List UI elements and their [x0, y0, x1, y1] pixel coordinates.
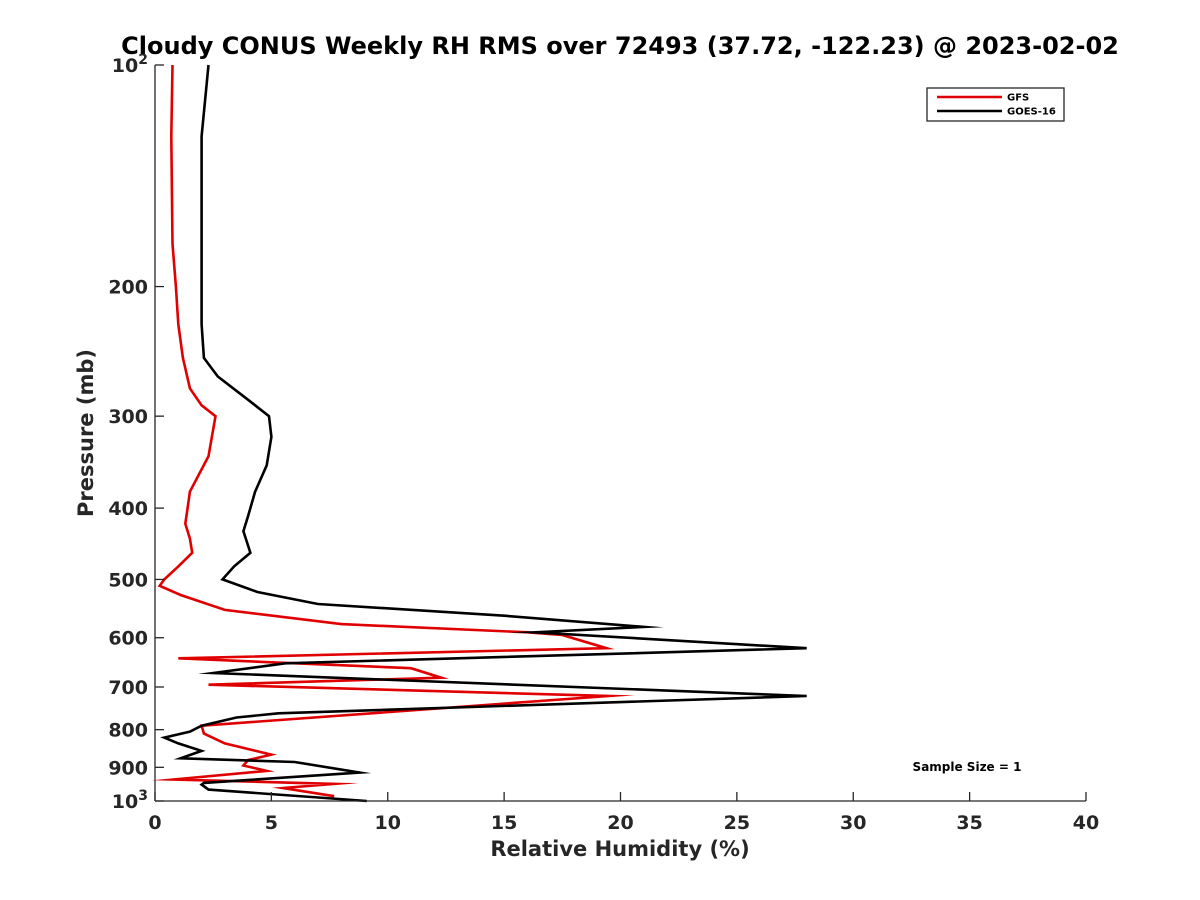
x-tick-label: 0: [148, 812, 161, 834]
x-axis-ticks: 0 5 10 15 20 25 30 35 40: [148, 792, 1099, 834]
legend-label: GFS: [1007, 93, 1029, 104]
series-line-gfs: [151, 64, 635, 798]
y-tick-label: 103: [112, 788, 148, 813]
y-axis-label: Pressure (mb): [74, 349, 98, 517]
chart-legend: GFS GOES-16: [926, 87, 1065, 122]
series-layer: [151, 64, 807, 803]
y-tick-label: 300: [108, 406, 148, 428]
y-tick-label: 400: [108, 498, 148, 520]
y-tick-label: 700: [108, 677, 148, 699]
x-tick-label: 5: [265, 812, 278, 834]
y-tick-label: 500: [108, 569, 148, 591]
x-tick-label: 25: [724, 812, 750, 834]
y-axis-ticks: 102 200 300 400 500 600 700 800 900 103: [108, 52, 164, 813]
x-tick-label: 10: [375, 812, 401, 834]
plot-area: 102 200 300 400 500 600 700 800 900 103 0 5 10 15 20 2…: [108, 52, 1099, 834]
series-line-goes-16: [160, 64, 807, 803]
chart-title: Cloudy CONUS Weekly RH RMS over 72493 (3…: [121, 32, 1119, 60]
legend-entries: GFS GOES-16: [937, 93, 1056, 118]
x-axis-label: Relative Humidity (%): [490, 837, 749, 861]
x-tick-label: 20: [607, 812, 633, 834]
sample-size-annotation: Sample Size = 1: [913, 760, 1022, 774]
x-tick-label: 35: [956, 812, 982, 834]
x-tick-label: 40: [1073, 812, 1099, 834]
y-tick-label: 102: [112, 52, 148, 77]
x-tick-label: 30: [840, 812, 866, 834]
y-tick-label: 600: [108, 628, 148, 650]
legend-box: [926, 87, 1065, 122]
y-tick-label: 800: [108, 720, 148, 742]
y-tick-label: 900: [108, 757, 148, 779]
legend-label: GOES-16: [1007, 107, 1056, 118]
y-tick-label: 200: [108, 277, 148, 299]
x-tick-label: 15: [491, 812, 517, 834]
